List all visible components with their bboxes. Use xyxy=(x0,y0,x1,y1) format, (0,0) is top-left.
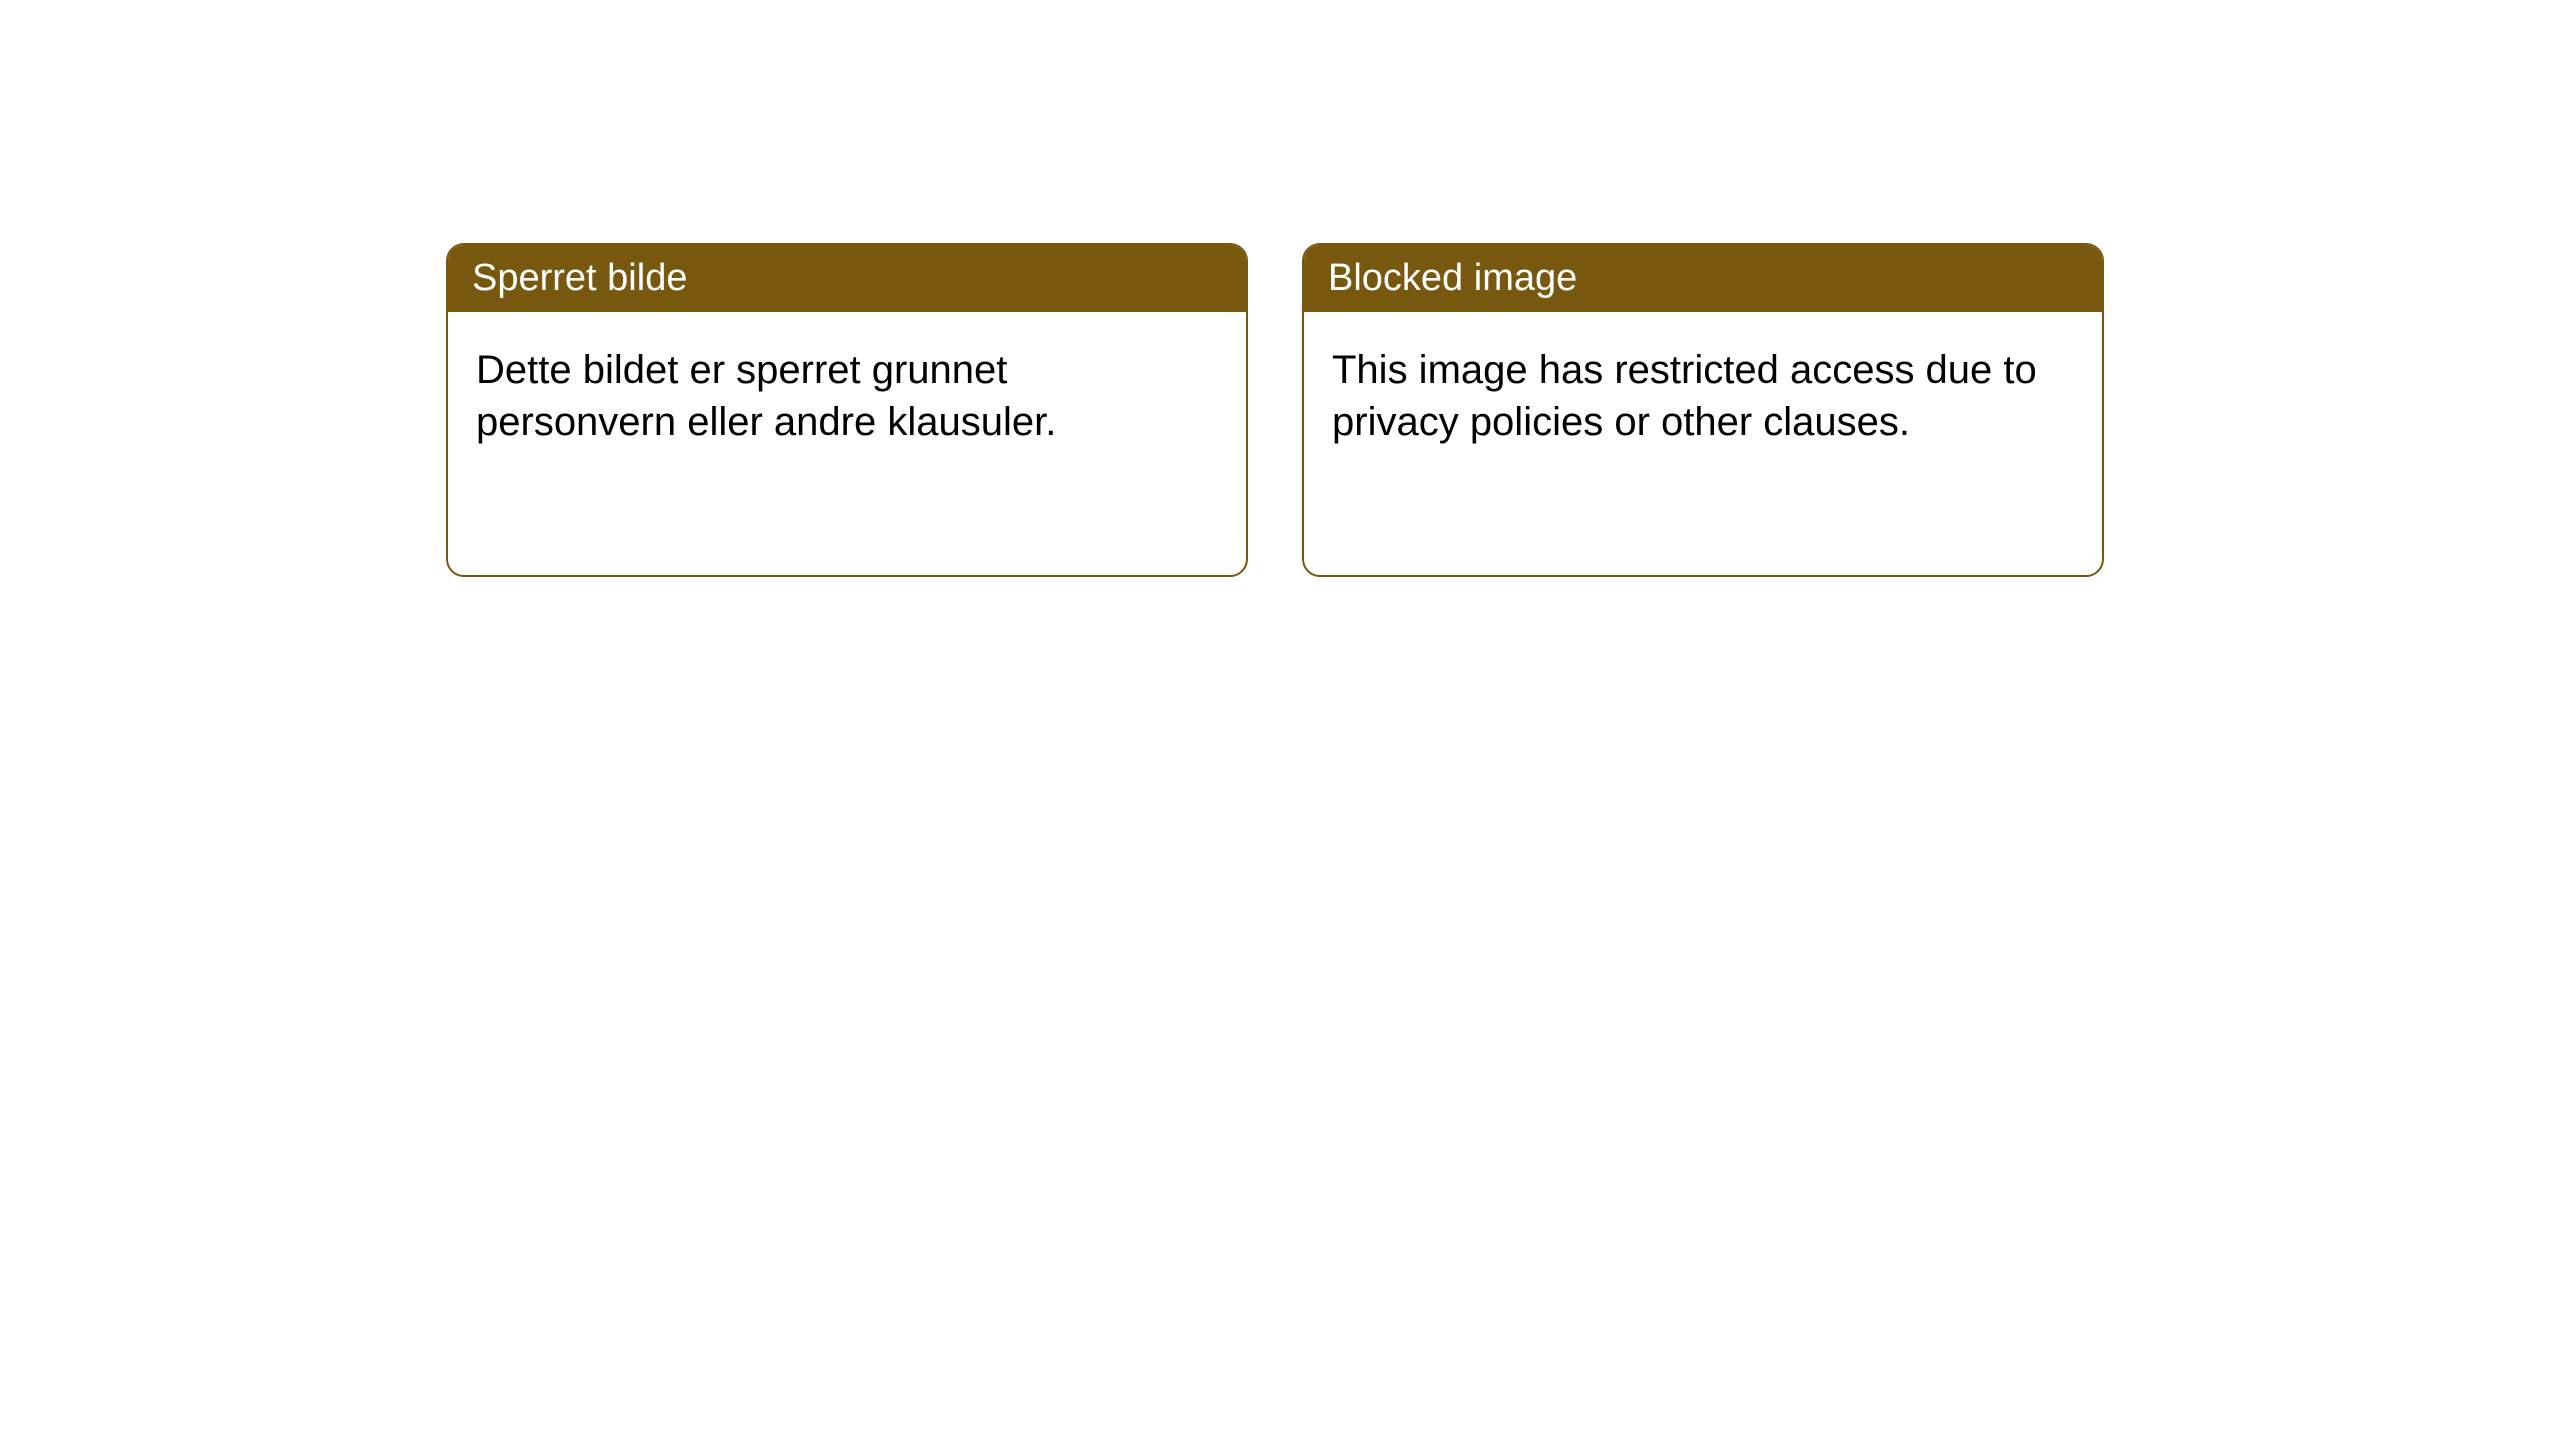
notice-header: Blocked image xyxy=(1304,245,2102,312)
notice-body: Dette bildet er sperret grunnet personve… xyxy=(448,312,1246,480)
notice-body-text: This image has restricted access due to … xyxy=(1332,348,2037,444)
notice-card-english: Blocked image This image has restricted … xyxy=(1302,243,2104,577)
notice-title: Sperret bilde xyxy=(472,257,687,299)
notice-title: Blocked image xyxy=(1328,257,1577,299)
notice-header: Sperret bilde xyxy=(448,245,1246,312)
notice-card-norwegian: Sperret bilde Dette bildet er sperret gr… xyxy=(446,243,1248,577)
notice-body-text: Dette bildet er sperret grunnet personve… xyxy=(476,348,1056,444)
notice-body: This image has restricted access due to … xyxy=(1304,312,2102,480)
notice-container: Sperret bilde Dette bildet er sperret gr… xyxy=(446,243,2104,577)
